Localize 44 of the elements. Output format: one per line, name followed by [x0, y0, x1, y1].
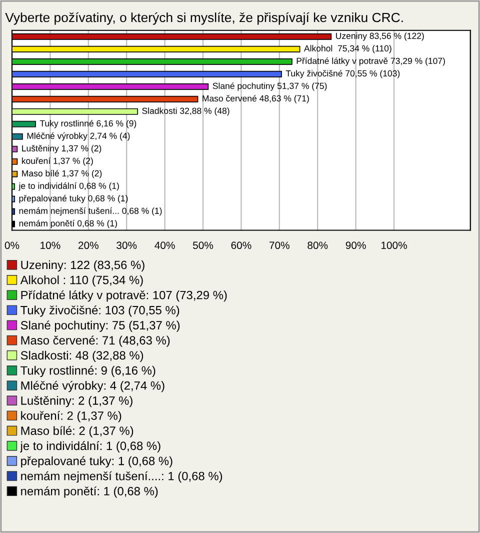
x-tick-label: 50%: [192, 242, 214, 250]
x-tick-label: 30%: [116, 242, 137, 250]
data-label: Uzeniny 83,56 % (122): [336, 32, 424, 41]
legend-label: Přídatné látky v potravě: 107 (73,29 %): [21, 290, 227, 302]
legend-label: Maso červené: 71 (48,63 %): [21, 336, 170, 347]
data-label: Sladkosti 32,88 % (48): [142, 108, 230, 116]
data-label: je to individální 0,68 % (1): [18, 182, 119, 191]
x-tick-label: 90%: [346, 242, 366, 250]
x-tick-label: 10%: [40, 242, 60, 250]
legend-label: je to individální: 1 (0,68 %): [20, 441, 160, 452]
x-tick-label: 80%: [308, 242, 328, 250]
data-label: kouření 1,37 % (2): [22, 157, 93, 166]
legend-label: Tuky živočišné: 103 (70,55 %): [20, 305, 180, 317]
x-tick-label: 60%: [231, 242, 252, 250]
legend-label: Luštěniny: 2 (1,37 %): [21, 396, 132, 408]
data-label: Slané pochutiny 51,37 % (75): [212, 82, 327, 91]
legend-label: Sladkosti: 48 (32,88 %): [20, 350, 144, 362]
legend-label: Slané pochutiny: 75 (51,37 %): [20, 320, 180, 332]
data-label: Maso bílé 1,37 % (2): [22, 170, 102, 178]
legend-label: Tuky rostlinné: 9 (6,16 %): [20, 366, 156, 378]
x-tick-label: 0%: [4, 242, 20, 250]
data-label: Tuky živočišné 70,55 % (103): [286, 70, 400, 78]
legend-label: Maso bílé: 2 (1,37 %): [21, 426, 134, 438]
data-label: Mléčné výrobky 2,74 % (4): [27, 132, 130, 141]
data-label: nemám nejmenší tušení... 0,68 % (1): [19, 207, 162, 216]
legend-label: Uzeniny: 122 (83,56 %): [21, 260, 144, 272]
x-tick-label: 70%: [270, 242, 290, 250]
data-label: Maso červené 48,63 % (71): [202, 94, 309, 104]
data-label: Tuky rostlinné 6,16 % (9): [40, 120, 136, 128]
data-label: Přídatné látky v potravě 73,29 % (107): [296, 57, 445, 66]
legend-label: Mléčné výrobky: 4 (2,74 %): [21, 380, 164, 392]
chart-title: Vyberte požívatiny, o kterých si myslíte, že přispívají ke vzniku CRC.: [5, 12, 403, 25]
legend-label: kouření: 2 (1,37 %): [21, 410, 122, 422]
data-label: Luštěniny 1,37 % (2): [22, 144, 102, 154]
x-tick-label: 40%: [154, 242, 175, 250]
legend-label: nemám ponětí: 1 (0,68 %): [21, 486, 158, 498]
data-label: nemám ponětí 0,68 % (1): [19, 220, 117, 228]
legend-label: přepalované tuky: 1 (0,68 %): [21, 456, 172, 468]
x-tick-label: 100%: [381, 242, 407, 250]
data-label: Alkohol 75,34 % (110): [304, 45, 392, 54]
x-tick-label: 20%: [78, 242, 98, 250]
legend-label: nemám nejmenší tušení....: 1 (0,68 %): [21, 471, 222, 483]
legend-label: Alkohol : 110 (75,34 %): [20, 275, 143, 287]
data-label: přepalované tuky 0,68 % (1): [19, 194, 128, 204]
